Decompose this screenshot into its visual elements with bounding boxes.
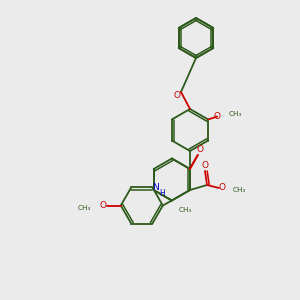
Text: O: O [99, 201, 106, 210]
Text: O: O [202, 160, 208, 169]
Text: CH₃: CH₃ [233, 187, 246, 193]
Text: H: H [159, 188, 164, 197]
Text: O: O [214, 112, 221, 121]
Text: CH₃: CH₃ [77, 205, 91, 211]
Text: N: N [152, 182, 159, 191]
Text: O: O [173, 92, 181, 100]
Text: CH₃: CH₃ [179, 206, 192, 212]
Text: O: O [218, 184, 226, 193]
Text: CH₃: CH₃ [228, 112, 242, 118]
Text: O: O [196, 145, 203, 154]
